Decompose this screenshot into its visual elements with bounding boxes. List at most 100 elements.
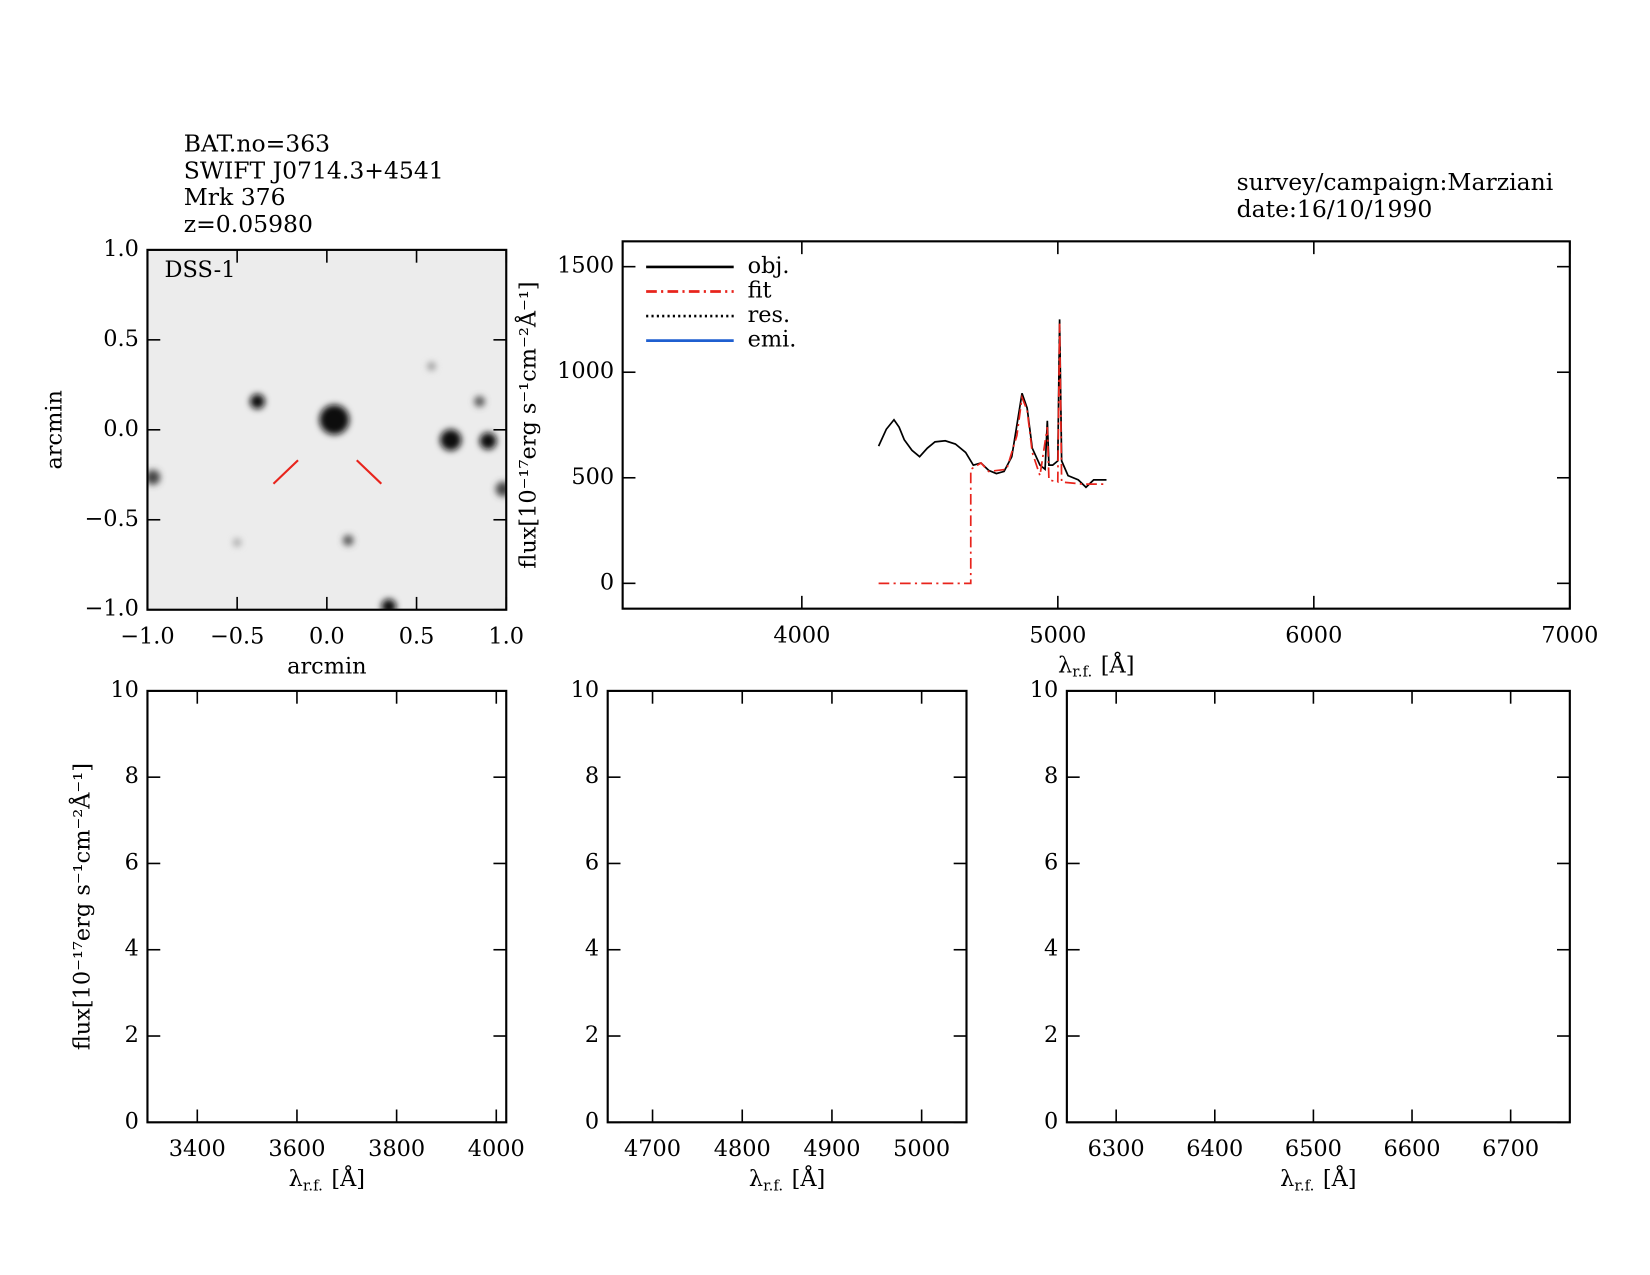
- x-axis-label: λr.f. [Å]: [289, 1164, 365, 1194]
- x-axis-label-part: λ: [289, 1166, 303, 1192]
- y-tick-label: 2: [125, 1022, 139, 1048]
- y-axis-label: arcmin: [42, 390, 68, 469]
- x-axis-label-sub: r.f.: [1294, 1176, 1314, 1194]
- x-tick-label: 5000: [893, 1136, 950, 1162]
- plot-frame: [606, 689, 968, 1124]
- x-tick-label: 1.0: [488, 624, 524, 650]
- x-axis-label: λr.f. [Å]: [1058, 650, 1134, 680]
- plot-frame: [146, 689, 508, 1124]
- source: [249, 394, 265, 409]
- source: [479, 432, 497, 450]
- x-tick-label: 0.5: [399, 624, 435, 650]
- x-axis-label-part: [Å]: [792, 1164, 826, 1192]
- x-tick-label: 4700: [624, 1136, 681, 1162]
- x-tick-label: 5000: [1029, 622, 1086, 648]
- x-tick-label: 6400: [1186, 1136, 1243, 1162]
- legend-label: fit: [748, 278, 772, 304]
- x-axis-label-part: λ: [1058, 652, 1072, 678]
- sky-image: [147, 249, 507, 610]
- y-tick-label: 10: [110, 677, 139, 703]
- x-axis-label-part: λ: [749, 1166, 763, 1192]
- x-tick-label: 3600: [268, 1136, 325, 1162]
- spectrum-line: [878, 323, 1107, 585]
- header-line: Mrk 376: [184, 183, 286, 211]
- x-axis-label-sub: r.f.: [1072, 663, 1092, 681]
- x-tick-label: 3800: [368, 1136, 425, 1162]
- y-tick-label: 0: [585, 1108, 599, 1134]
- x-tick-label: −0.5: [210, 624, 264, 650]
- x-tick-label: 6500: [1285, 1136, 1342, 1162]
- x-tick-label: 0.0: [309, 624, 345, 650]
- x-axis-label: arcmin: [287, 653, 366, 679]
- legend-label: emi.: [748, 327, 797, 353]
- y-tick-label: 0: [125, 1108, 139, 1134]
- y-tick-label: 10: [571, 677, 600, 703]
- y-tick-label: 0.5: [103, 326, 139, 352]
- x-tick-label: 4000: [773, 622, 830, 648]
- y-tick-label: 2: [585, 1022, 599, 1048]
- y-tick-label: 0: [600, 569, 614, 595]
- y-axis-label: flux[10⁻¹⁷erg s⁻¹cm⁻²Å⁻¹]: [67, 763, 95, 1050]
- x-tick-label: 7000: [1541, 622, 1598, 648]
- x-tick-label: 4000: [468, 1136, 525, 1162]
- survey: survey/campaign:Marziani: [1237, 168, 1554, 196]
- x-tick-label: 6000: [1285, 622, 1342, 648]
- marker: [272, 459, 299, 485]
- x-axis-label: λr.f. [Å]: [1280, 1164, 1356, 1194]
- marker: [356, 459, 383, 485]
- header-line: SWIFT J0714.3+4541: [184, 156, 444, 184]
- x-axis-label-part: [Å]: [331, 1164, 365, 1192]
- source: [474, 396, 485, 407]
- source: [427, 361, 436, 371]
- y-tick-label: 8: [1044, 763, 1058, 789]
- y-tick-label: 1500: [557, 253, 614, 279]
- x-tick-label: 3400: [169, 1136, 226, 1162]
- y-tick-label: −1.0: [84, 596, 138, 622]
- y-tick-label: 500: [571, 464, 614, 490]
- legend-label: obj.: [748, 253, 790, 279]
- source: [147, 469, 161, 485]
- sources: [147, 361, 507, 610]
- x-axis-label-part: λ: [1280, 1166, 1294, 1192]
- y-tick-label: 0.0: [103, 416, 139, 442]
- y-tick-label: 6: [1044, 849, 1058, 875]
- source: [381, 599, 397, 610]
- y-axis-label: flux[10⁻¹⁷erg s⁻¹cm⁻²Å⁻¹]: [514, 281, 542, 568]
- y-tick-label: 1000: [557, 358, 614, 384]
- y-tick-label: 4: [125, 936, 139, 962]
- legend-label: res.: [748, 302, 791, 328]
- x-tick-label: 4800: [714, 1136, 771, 1162]
- y-tick-label: 4: [585, 936, 599, 962]
- header-line: z=0.05980: [184, 210, 313, 238]
- image-label: DSS-1: [165, 257, 236, 283]
- y-tick-label: 8: [125, 763, 139, 789]
- plot-frame: [1065, 689, 1571, 1124]
- x-tick-label: 6700: [1482, 1136, 1539, 1162]
- y-tick-label: 6: [585, 849, 599, 875]
- y-tick-label: 1.0: [103, 236, 139, 262]
- x-axis-label-part: [Å]: [1323, 1164, 1357, 1192]
- spectrum-line: [877, 319, 1107, 489]
- y-tick-label: −0.5: [84, 506, 138, 532]
- x-axis-label-sub: r.f.: [763, 1176, 783, 1194]
- y-tick-label: 10: [1030, 677, 1059, 703]
- source: [495, 481, 507, 497]
- source: [440, 429, 462, 451]
- x-tick-label: 4900: [803, 1136, 860, 1162]
- source: [232, 538, 242, 547]
- source: [342, 534, 354, 546]
- date: date:16/10/1990: [1237, 195, 1433, 223]
- x-tick-label: 6300: [1088, 1136, 1145, 1162]
- y-tick-label: 8: [585, 763, 599, 789]
- x-axis-label-sub: r.f.: [303, 1176, 323, 1194]
- target: [319, 404, 350, 435]
- x-tick-label: 6600: [1384, 1136, 1441, 1162]
- x-axis-label-part: [Å]: [1101, 650, 1135, 678]
- y-tick-label: 4: [1044, 936, 1058, 962]
- header-line: BAT.no=363: [184, 130, 330, 158]
- y-tick-label: 2: [1044, 1022, 1058, 1048]
- x-axis-label: λr.f. [Å]: [749, 1164, 825, 1194]
- y-tick-label: 6: [125, 849, 139, 875]
- plot-frame: [621, 240, 1571, 610]
